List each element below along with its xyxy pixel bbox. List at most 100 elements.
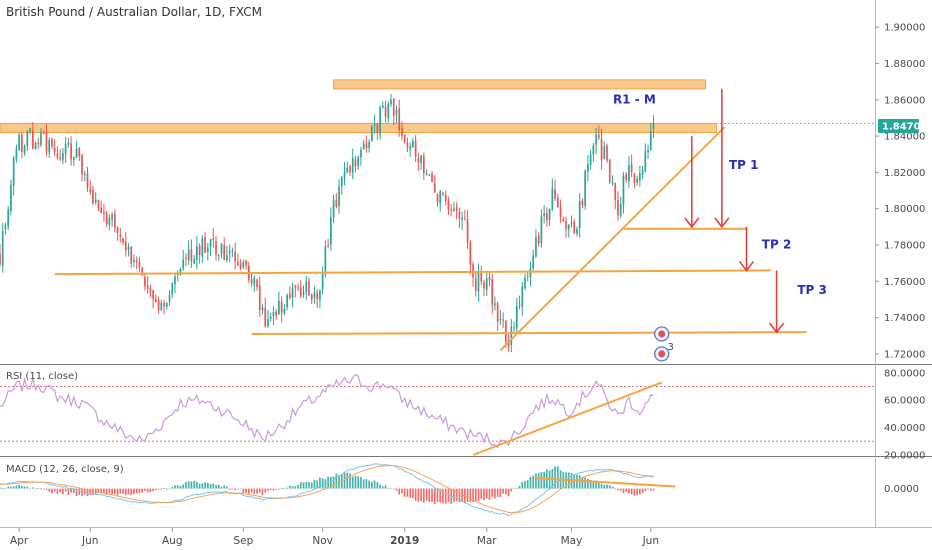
price-tick-label: 1.78000 [884,241,925,252]
macd-histogram-bar [220,487,223,489]
candle-body [237,261,239,266]
candle-body [75,148,78,158]
candle-body [53,147,56,152]
candle-body [212,238,215,240]
candle-body [163,302,165,307]
candle-body [215,241,217,255]
candle-body [340,177,343,187]
macd-histogram-bar [193,480,195,489]
trendline [499,126,726,352]
candle-body [349,166,351,173]
macd-histogram-bar [360,477,362,489]
candle-body [425,173,428,175]
time-tick-label: 2019 [390,535,419,547]
macd-histogram-bar [644,488,647,491]
candle-body [288,293,291,298]
macd-histogram-bar [499,488,502,497]
last-price-tag [878,119,919,133]
annotation-label: TP 3 [797,283,827,297]
macd-histogram-bar [204,482,206,489]
candle-body [220,243,223,254]
candle-body [67,142,70,145]
candle-body [324,246,327,273]
candle-body [18,134,20,150]
candle-body [428,175,431,177]
macd-histogram-bar [439,488,442,503]
candle-body [343,171,346,178]
candle-body [286,295,288,308]
macd-histogram-bar [269,488,272,490]
candle-body [365,143,368,148]
macd-histogram-bar [261,488,264,496]
candle-body [146,285,149,289]
macd-histogram-bar [215,485,217,489]
macd-histogram-bar [157,488,160,490]
candle-body [406,142,409,148]
rsi-line [0,374,654,449]
trendline [54,269,772,276]
candle-body [308,281,310,296]
candle-body [488,276,491,280]
macd-histogram-bar [485,488,488,499]
candle-body [625,174,628,180]
candle-body [494,303,496,306]
candle-body [505,320,507,342]
candle-body [354,159,357,167]
rsi-trendline [472,381,663,456]
macd-histogram-bar [373,480,376,489]
candle-body [597,134,600,138]
macd-histogram-bar [431,488,433,502]
macd-histogram-bar [40,488,42,490]
time-tick-label: Aug [162,535,183,547]
macd-histogram-bar [338,475,340,489]
candle-body [390,99,392,105]
candle-body [59,157,62,160]
candle-body [217,254,220,256]
candle-body [83,174,86,176]
macd-histogram-bar [51,488,53,494]
macd-histogram-bar [53,488,56,492]
macd-histogram-bar [78,488,81,495]
candle-body [431,173,433,183]
candle-body [31,130,34,149]
macd-histogram-bar [119,488,122,494]
macd-histogram-bar [406,488,409,497]
macd-histogram-bar [45,488,48,490]
macd-histogram-bar [253,488,256,495]
macd-histogram-bar [217,484,220,489]
candle-body [160,302,163,310]
macd-histogram-bar [518,485,521,489]
candle-body [70,143,72,160]
macd-histogram-bar [56,488,59,494]
candle-body [439,191,442,204]
candle-body [474,278,477,291]
macd-histogram-bar [606,484,608,489]
candle-body [330,217,332,245]
candle-body [403,134,406,143]
macd-histogram-bar [483,488,485,501]
candle-body [256,279,258,288]
macd-histogram-bar [165,488,168,490]
event-flag-icon-dot [658,330,666,338]
macd-tick-label: 0.0000 [884,484,919,495]
candle-body [480,273,483,282]
macd-histogram-bar [362,479,365,489]
candle-body [316,292,319,300]
macd-histogram-bar [535,473,537,489]
macd-histogram-bar [652,488,655,491]
macd-histogram-bar [267,488,269,491]
candle-body [92,189,94,205]
macd-histogram-bar [127,488,130,495]
macd-histogram-bar [29,488,31,490]
macd-histogram-bar [294,486,297,489]
macd-histogram-bar [472,488,474,502]
macd-histogram-bar [543,471,545,489]
macd-histogram-bar [179,486,182,489]
macd-histogram-bar [176,485,179,489]
candle-body [477,272,480,292]
macd-histogram-bar [357,476,360,489]
rsi-label: RSI (11, close) [6,371,78,382]
candle-body [496,303,499,322]
candle-body [103,211,105,214]
